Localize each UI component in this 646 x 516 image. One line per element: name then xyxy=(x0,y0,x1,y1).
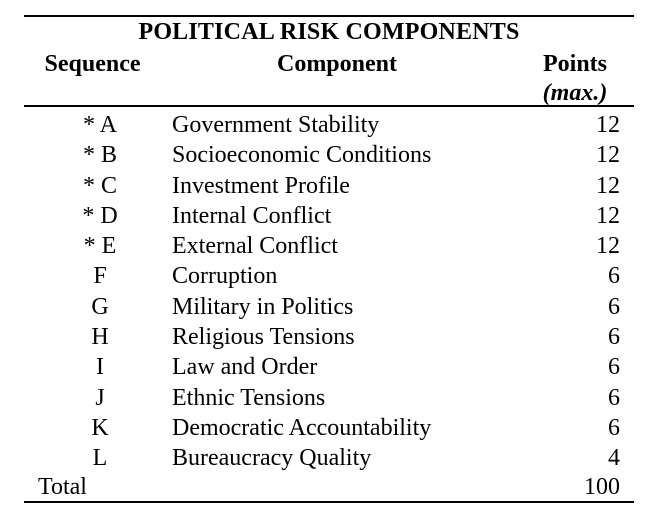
table-row: * E External Conflict 12 xyxy=(0,231,646,261)
row-sequence: K xyxy=(91,414,109,441)
row-component: Corruption xyxy=(172,263,278,290)
table-row: K Democratic Accountability 6 xyxy=(0,413,646,443)
row-points: 6 xyxy=(608,293,620,320)
header-points-max: (max.) xyxy=(542,80,608,106)
row-points: 12 xyxy=(596,172,620,199)
table-row: F Corruption 6 xyxy=(0,261,646,291)
row-points: 6 xyxy=(608,414,620,441)
table-row: H Religious Tensions 6 xyxy=(0,322,646,352)
row-component: Socioeconomic Conditions xyxy=(172,142,432,169)
row-sequence: F xyxy=(93,263,107,290)
row-points: 12 xyxy=(596,112,620,138)
row-sequence: * B xyxy=(82,142,117,169)
row-sequence: L xyxy=(92,445,108,472)
table-bottom-rule xyxy=(24,501,634,503)
row-component: Law and Order xyxy=(172,354,318,381)
table-top-rule xyxy=(24,15,634,17)
total-label: Total xyxy=(38,474,87,500)
row-component: Bureaucracy Quality xyxy=(172,445,372,472)
row-points: 6 xyxy=(608,263,620,290)
total-value: 100 xyxy=(584,474,620,500)
row-sequence: I xyxy=(96,354,104,381)
row-points: 12 xyxy=(596,142,620,169)
row-sequence: G xyxy=(91,293,109,320)
row-component: Democratic Accountability xyxy=(172,414,432,441)
row-component: External Conflict xyxy=(172,233,338,260)
row-component: Religious Tensions xyxy=(172,324,355,351)
table-row: * A Government Stability 12 xyxy=(0,110,646,140)
table-row: J Ethnic Tensions 6 xyxy=(0,383,646,413)
row-points: 12 xyxy=(596,202,620,229)
row-points: 6 xyxy=(608,324,620,351)
table-row: * C Investment Profile 12 xyxy=(0,171,646,201)
row-sequence: * D xyxy=(82,202,118,229)
row-points: 12 xyxy=(596,233,620,260)
row-points: 4 xyxy=(608,445,620,472)
header-component: Component xyxy=(276,51,397,77)
table-body: * A Government Stability 12 * B Socioeconomi… xyxy=(0,110,646,474)
table-row: * D Internal Conflict 12 xyxy=(0,201,646,231)
row-sequence: * A xyxy=(82,112,117,138)
row-sequence: H xyxy=(91,324,109,351)
row-component: Military in Politics xyxy=(172,293,354,320)
row-sequence: * C xyxy=(82,172,117,199)
header-sequence: Sequence xyxy=(44,51,141,77)
total-row: Total 100 xyxy=(0,472,646,502)
table-title: POLITICAL RISK COMPONENTS xyxy=(138,19,520,45)
row-points: 6 xyxy=(608,354,620,381)
row-sequence: * E xyxy=(83,233,117,260)
header-points: Points xyxy=(542,51,607,77)
table-row: G Military in Politics 6 xyxy=(0,292,646,322)
row-sequence: J xyxy=(95,384,105,411)
row-points: 6 xyxy=(608,384,620,411)
table-row: L Bureaucracy Quality 4 xyxy=(0,443,646,473)
row-component: Ethnic Tensions xyxy=(172,384,326,411)
row-component: Internal Conflict xyxy=(172,202,332,229)
table-row: I Law and Order 6 xyxy=(0,352,646,382)
row-component: Government Stability xyxy=(172,112,380,138)
row-component: Investment Profile xyxy=(172,172,350,199)
table-row: * B Socioeconomic Conditions 12 xyxy=(0,140,646,170)
header-divider-rule xyxy=(24,105,634,107)
